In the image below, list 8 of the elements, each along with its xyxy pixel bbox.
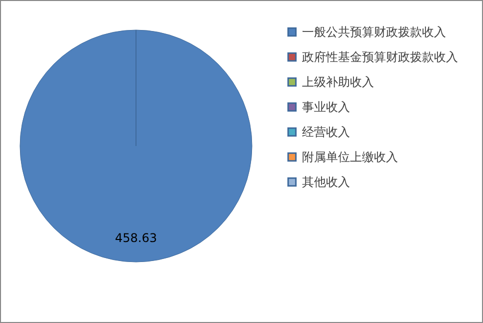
legend-label: 政府性基金预算财政拨款收入 <box>302 50 458 64</box>
legend-label: 其他收入 <box>302 175 350 189</box>
legend-label: 上级补助收入 <box>302 75 374 89</box>
legend-label: 一般公共预算财政拨款收入 <box>302 25 446 39</box>
data-label: 458.63 <box>115 231 157 245</box>
legend-label: 附属单位上缴收入 <box>302 150 398 164</box>
legend-label: 事业收入 <box>302 100 350 114</box>
legend-label: 经营收入 <box>302 125 350 139</box>
